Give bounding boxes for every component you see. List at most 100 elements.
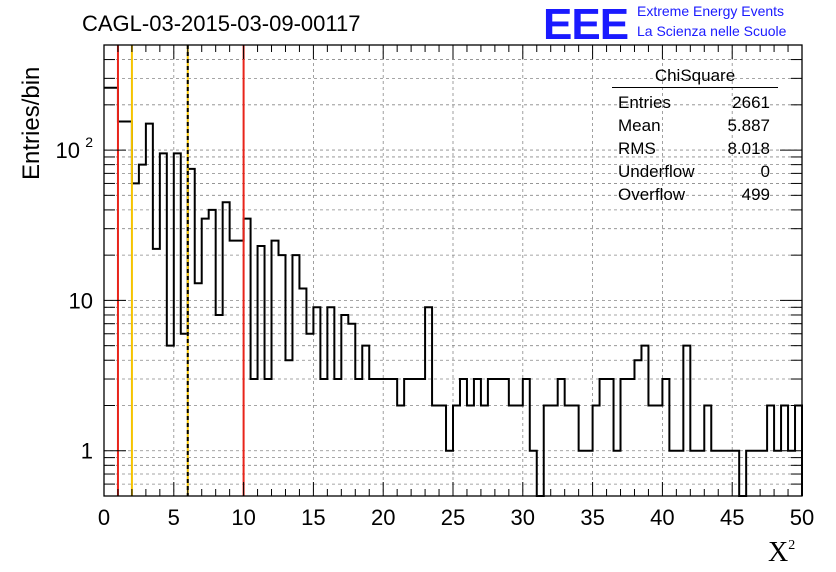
logo-line-2: La Scienza nelle Scuole xyxy=(637,23,787,39)
histogram-bin xyxy=(292,255,299,496)
x-tick-label: 15 xyxy=(301,505,325,530)
stats-row-rms: RMS 8.018 xyxy=(612,137,778,160)
threshold-lines-layer xyxy=(116,45,245,496)
x-tick-label: 10 xyxy=(231,505,255,530)
histogram-bin xyxy=(299,289,306,496)
stats-key: Mean xyxy=(618,116,661,135)
stats-value: 0 xyxy=(760,162,770,181)
histogram-bin xyxy=(418,379,425,496)
histogram-bin xyxy=(118,121,125,496)
histogram-bin xyxy=(146,124,153,496)
histogram-bin xyxy=(523,379,530,496)
histogram-bin xyxy=(244,219,251,496)
stats-row-underflow: Underflow 0 xyxy=(612,160,778,183)
histogram-bin xyxy=(502,379,509,496)
histogram-bin xyxy=(132,183,139,496)
histogram-bin xyxy=(125,121,132,496)
y-tick-label: 1 xyxy=(81,439,93,464)
x-axis-label: X2 xyxy=(768,537,796,568)
histogram-bin xyxy=(251,379,258,496)
histogram-bin xyxy=(306,334,313,496)
histogram-bin xyxy=(334,379,341,496)
histogram-bin xyxy=(160,153,167,496)
x-tick-label: 35 xyxy=(580,505,604,530)
histogram-bin xyxy=(558,379,565,496)
histogram-bin xyxy=(111,88,118,496)
x-tick-label: 40 xyxy=(650,505,674,530)
histogram-bin xyxy=(411,379,418,496)
stats-value: 5.887 xyxy=(727,116,770,135)
histogram-bin xyxy=(202,219,209,496)
plot-frame xyxy=(103,44,803,497)
x-tick-label: 30 xyxy=(511,505,535,530)
y-tick-label: 10 xyxy=(56,138,80,163)
histogram-bin xyxy=(104,88,111,496)
x-tick-label: 0 xyxy=(98,505,110,530)
histogram-bin xyxy=(327,307,334,496)
histogram-bin xyxy=(209,210,216,496)
histogram-bin xyxy=(223,202,230,496)
histogram-bin xyxy=(181,334,188,496)
histogram-bin xyxy=(634,360,641,496)
histogram-bin xyxy=(369,379,376,496)
stats-key: RMS xyxy=(618,139,656,158)
histogram-bin xyxy=(600,379,607,496)
histogram-bin xyxy=(376,379,383,496)
grid-layer xyxy=(104,44,802,497)
histogram-bin xyxy=(488,379,495,496)
histogram-bin xyxy=(362,346,369,496)
histogram-layer xyxy=(104,86,803,497)
histogram-bin xyxy=(628,379,635,496)
histogram-bin xyxy=(621,379,628,496)
x-tick-label: 45 xyxy=(720,505,744,530)
histogram-bin xyxy=(265,379,272,496)
stats-value: 2661 xyxy=(732,93,770,112)
histogram-bin xyxy=(683,346,690,496)
x-tick-label: 50 xyxy=(790,505,814,530)
histogram-bin xyxy=(139,165,146,496)
y-tick-exponent: 2 xyxy=(85,134,93,150)
histogram-bin xyxy=(641,346,648,496)
y-tick-label: 10 xyxy=(69,288,93,313)
histogram-bin xyxy=(348,324,355,496)
stats-title: ChiSquare xyxy=(612,66,778,88)
eee-logo: EEE xyxy=(543,0,629,49)
stats-value: 8.018 xyxy=(727,139,770,158)
histogram-bin xyxy=(383,379,390,496)
histogram-bin xyxy=(425,307,432,496)
histogram-bin xyxy=(390,379,397,496)
histogram-bin xyxy=(607,379,614,496)
logo-line-1: Extreme Energy Events xyxy=(637,3,785,19)
histogram-bin xyxy=(153,249,160,496)
stats-key: Underflow xyxy=(618,162,695,181)
x-tick-label: 20 xyxy=(371,505,395,530)
histogram-bin xyxy=(188,169,195,496)
histogram-bin xyxy=(174,153,181,496)
histogram-bin xyxy=(474,379,481,496)
histogram-bin xyxy=(167,346,174,496)
stats-key: Overflow xyxy=(618,185,686,204)
y-axis-label: Entries/bin xyxy=(18,66,45,180)
x-tick-label: 5 xyxy=(168,505,180,530)
stats-value: 499 xyxy=(741,185,770,204)
axis-layer: 0 5 10 15 20 25 30 35 40 45 50 1 10 10 2 xyxy=(56,44,814,530)
stats-key: Entries xyxy=(618,93,671,112)
histogram-bin xyxy=(279,255,286,496)
chart-title: CAGL-03-2015-03-09-00117 xyxy=(82,11,361,36)
histogram-bin xyxy=(258,246,265,496)
histogram-outline xyxy=(104,86,803,497)
histogram-bin xyxy=(320,379,327,496)
histogram-bin xyxy=(313,307,320,496)
stats-row-overflow: Overflow 499 xyxy=(612,183,778,206)
stats-row-entries: Entries 2661 xyxy=(612,91,778,114)
histogram-bin xyxy=(495,379,502,496)
histogram-bin xyxy=(404,379,411,496)
histogram-bin xyxy=(460,379,467,496)
stats-row-mean: Mean 5.887 xyxy=(612,114,778,137)
stats-box: ChiSquare Entries 2661 Mean 5.887 RMS 8.… xyxy=(612,66,778,206)
histogram-bin xyxy=(662,379,669,496)
histogram-bin xyxy=(355,379,362,496)
histogram-bin xyxy=(285,360,292,496)
x-tick-label: 25 xyxy=(441,505,465,530)
